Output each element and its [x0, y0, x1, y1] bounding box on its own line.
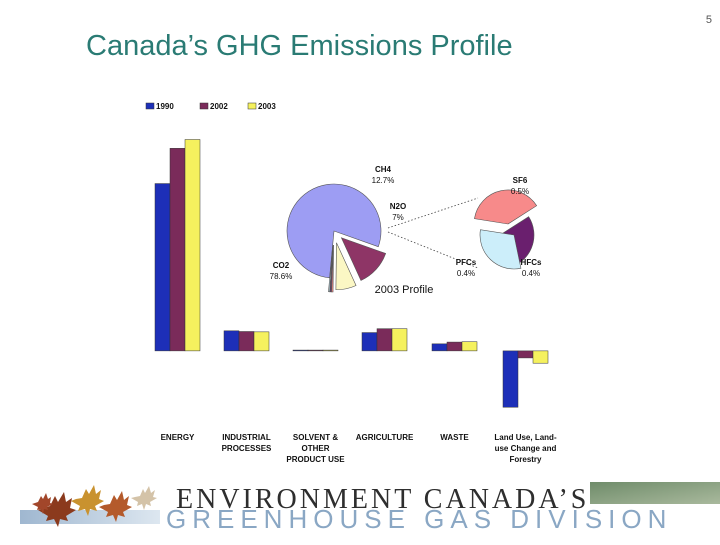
pie-slice-HFCs	[328, 244, 334, 293]
bar-2003-5	[532, 350, 549, 364]
pie-caption: 2003 Profile	[375, 284, 434, 296]
pie-slice-N2O	[335, 242, 357, 291]
maple-leaf-icon	[32, 485, 157, 527]
bar-2002-1	[238, 331, 255, 352]
legend-swatch-1990	[145, 102, 155, 110]
pie-value-N2O: 7%	[392, 213, 404, 222]
bar-2003-1	[253, 331, 270, 352]
pie-value-SF6: 0.5%	[511, 187, 529, 196]
pie-label-CO2: CO2	[273, 261, 290, 270]
bar-2002-3	[376, 328, 393, 352]
pie-slice-PFCs	[329, 244, 334, 293]
bar-1990-5	[502, 350, 519, 408]
pie-slice-CO2	[286, 183, 382, 279]
pie-value-PFCs: 0.4%	[457, 269, 475, 278]
bar-1990-4	[431, 343, 448, 352]
legend-swatch-2003	[247, 102, 257, 110]
x-tick-label: Land Use, Land-	[494, 433, 557, 442]
legend-label-2003: 2003	[258, 102, 276, 111]
pie-label-HFCs: HFCs	[521, 258, 542, 267]
footer-banner	[0, 468, 720, 540]
legend-label-1990: 1990	[156, 102, 174, 111]
x-tick-label: SOLVENT &	[293, 433, 338, 442]
bar-1990-3	[361, 332, 378, 352]
x-tick-label: AGRICULTURE	[356, 433, 414, 442]
emissions-chart: ENERGY INDUSTRIAL PROCESSES SOLVENT & OTHER P…	[145, 102, 557, 464]
bar-2003-3	[391, 328, 408, 352]
bar-1990-0	[154, 183, 171, 352]
detail-slice-SF6	[474, 189, 538, 225]
legend-swatch-2002	[199, 102, 209, 110]
pie-label-N2O: N2O	[390, 202, 406, 211]
banner-title: ENVIRONMENT CANADA’S	[176, 484, 590, 515]
pie-slice-SF6	[331, 244, 334, 293]
x-tick-label: OTHER	[302, 444, 330, 453]
pie-value-CO2: 78.6%	[270, 272, 293, 281]
bar-2002-2	[307, 349, 324, 352]
bar-2003-0	[184, 139, 201, 352]
bar-2002-0	[169, 148, 186, 352]
legend-label-2002: 2002	[210, 102, 228, 111]
x-tick-label: use Change and	[495, 444, 557, 453]
connector-line	[387, 231, 479, 269]
pie-value-HFCs: 0.4%	[522, 269, 540, 278]
pie-label-SF6: SF6	[513, 176, 528, 185]
x-tick-label: INDUSTRIAL	[222, 433, 271, 442]
detail-slice-HFCs	[479, 229, 522, 270]
banner-subtitle: GREENHOUSE GAS DIVISION	[166, 504, 673, 534]
bar-2002-5	[517, 350, 534, 359]
x-tick-label: ENERGY	[161, 433, 195, 442]
bar-2002-4	[446, 341, 463, 352]
x-tick-label: Forestry	[509, 455, 542, 464]
x-tick-label: WASTE	[440, 433, 469, 442]
bar-1990-1	[223, 330, 240, 352]
page-number: 5	[705, 14, 712, 26]
maple-leaves-graphic	[20, 482, 720, 527]
pie-label-CH4: CH4	[375, 165, 392, 174]
page-title: Canada’s GHG Emissions Profile	[86, 30, 513, 62]
pie-label-PFCs: PFCs	[456, 258, 477, 267]
pie-value-CH4: 12.7%	[372, 176, 395, 185]
bar-1990-2	[292, 349, 309, 352]
x-tick-label: PRODUCT USE	[286, 455, 345, 464]
bar-2003-2	[322, 349, 339, 352]
pie-slice-CH4	[340, 237, 387, 281]
x-tick-label: PROCESSES	[222, 444, 272, 453]
bar-2003-4	[461, 341, 478, 352]
